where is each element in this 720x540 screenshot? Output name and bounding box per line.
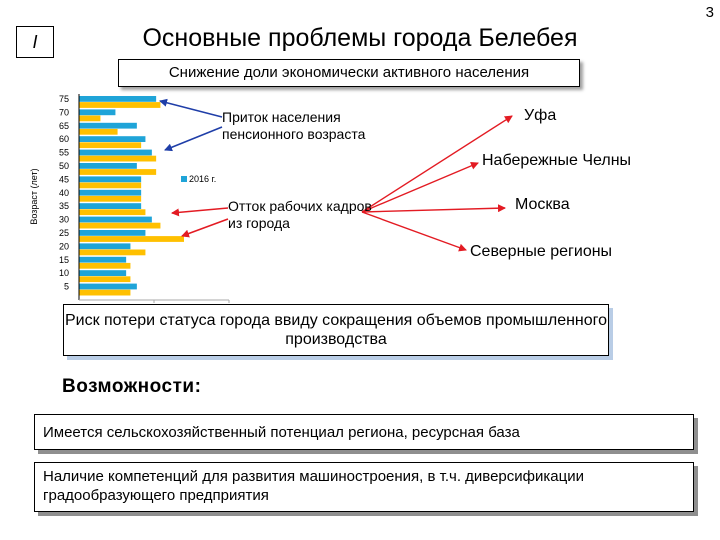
opportunities-heading: Возможности:	[62, 376, 202, 397]
destination-northern-regions: Северные регионы	[470, 243, 613, 260]
age-population-chart: Возраст (лет) 75 70 65 60 55 50 45 40 35 30 25 20 15 1…	[30, 94, 230, 303]
opportunity-item: Имеется сельскохозяйственный потенциал р…	[34, 414, 694, 450]
bar-2016	[79, 270, 127, 276]
y-tick-label: 10	[59, 268, 69, 278]
bar-comparison	[79, 276, 131, 283]
y-tick-label: 45	[59, 174, 69, 184]
page-number: 3	[705, 4, 714, 21]
arrow-to-chelny	[361, 162, 479, 213]
bar-comparison	[79, 209, 146, 216]
y-tick-label: 30	[59, 215, 69, 225]
bar-2016	[79, 230, 146, 236]
arrow-to-moscow	[361, 204, 506, 213]
pension-arrow-bottom	[164, 126, 223, 152]
section-badge: I	[16, 26, 54, 58]
risk-box: Риск потери статуса города ввиду сокраще…	[63, 304, 609, 356]
y-tick-label: 5	[64, 282, 69, 292]
y-tick-label: 65	[59, 121, 69, 131]
bar-comparison	[79, 236, 184, 242]
bar-comparison	[79, 182, 142, 189]
arrow-to-ufa	[361, 115, 513, 213]
bar-2016	[79, 243, 131, 250]
y-tick-label: 20	[59, 241, 69, 251]
bar-comparison	[79, 115, 101, 122]
destination-moscow: Москва	[515, 196, 570, 213]
y-tick-label: 15	[59, 255, 69, 265]
bar-2016	[79, 283, 137, 290]
bar-2016	[79, 163, 137, 169]
y-tick-label: 70	[59, 107, 69, 117]
bar-2016	[79, 96, 157, 102]
destination-ufa: Уфа	[524, 107, 557, 124]
bar-2016	[79, 216, 152, 223]
bar-comparison	[79, 249, 146, 256]
outflow-arrow-top	[171, 207, 229, 217]
legend-swatch-2016	[181, 176, 187, 182]
pension-arrow-top	[159, 98, 223, 118]
workforce-outflow-label: Отток рабочих кадров из города	[228, 198, 372, 231]
bar-2016	[79, 122, 137, 129]
y-tick-label: 50	[59, 161, 69, 171]
bar-comparison	[79, 262, 131, 269]
bar-comparison	[79, 169, 157, 175]
destination-naberezhnye-chelny: Набережные Челны	[482, 152, 632, 169]
population-banner: Снижение доли экономически активного нас…	[118, 59, 580, 87]
y-tick-label: 35	[59, 201, 69, 211]
bar-comparison	[79, 102, 161, 108]
bar-2016	[79, 189, 142, 196]
bar-comparison	[79, 128, 118, 135]
bar-2016	[79, 203, 142, 209]
bar-2016	[79, 256, 127, 263]
y-tick-label: 40	[59, 188, 69, 198]
y-tick-label: 60	[59, 134, 69, 144]
bar-comparison	[79, 195, 142, 202]
bar-2016	[79, 176, 142, 183]
bar-comparison	[79, 289, 131, 296]
opportunity-item: Наличие компетенций для развития машинос…	[34, 462, 694, 512]
slide-title: Основные проблемы города Белебея	[142, 24, 578, 52]
y-tick-label: 25	[59, 228, 69, 238]
bar-comparison	[79, 142, 142, 149]
pension-inflow-label: Приток населения пенсионного возраста	[222, 109, 366, 142]
bar-comparison	[79, 155, 157, 162]
y-axis-title: Возраст (лет)	[30, 168, 39, 224]
legend-label-2016: 2016 г.	[189, 174, 216, 184]
bar-2016	[79, 149, 152, 156]
bar-2016	[79, 136, 146, 142]
y-tick-label: 75	[59, 94, 69, 104]
outflow-arrow-bottom	[181, 218, 229, 238]
arrow-to-north	[361, 211, 467, 252]
bar-2016	[79, 109, 116, 116]
bar-comparison	[79, 222, 161, 229]
y-tick-label: 55	[59, 148, 69, 158]
